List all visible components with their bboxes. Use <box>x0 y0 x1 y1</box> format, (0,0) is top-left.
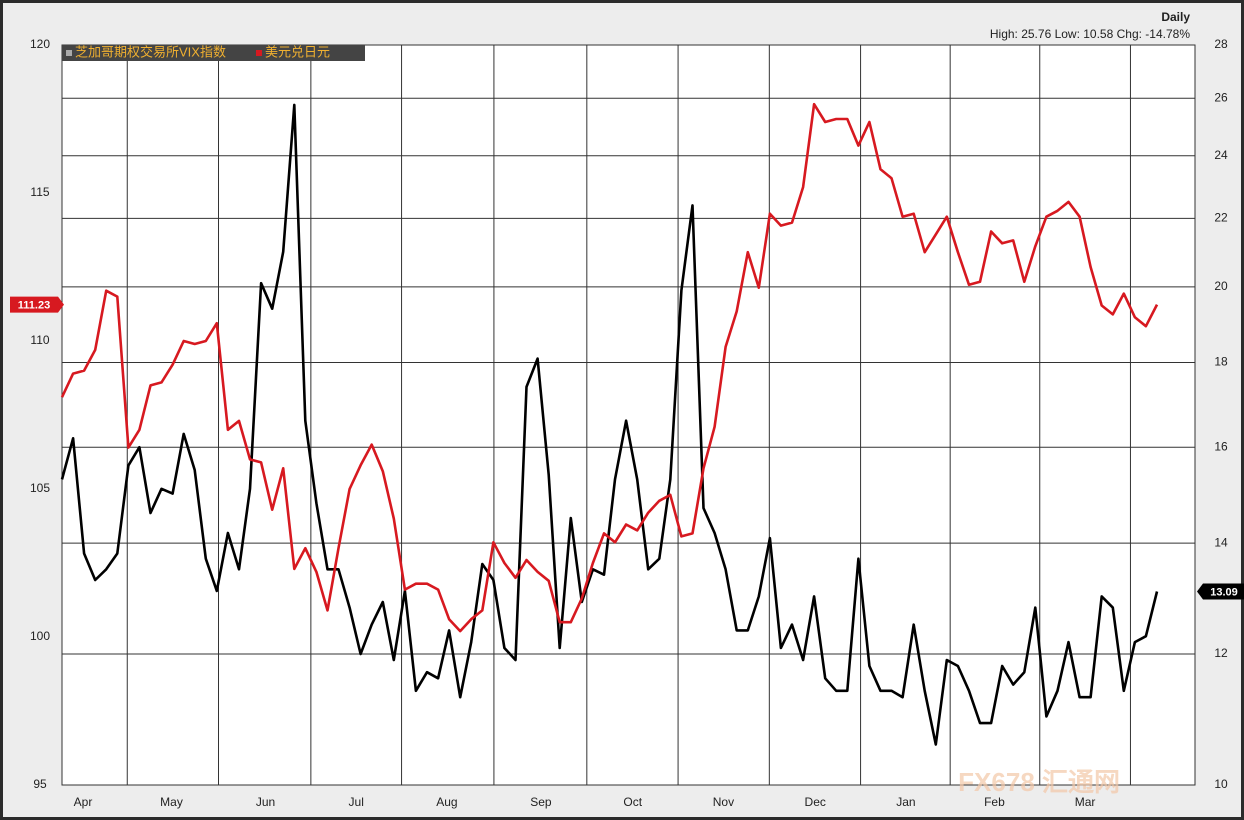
y-tick-label: 110 <box>30 333 49 347</box>
y2-tick-label: 28 <box>1214 37 1228 51</box>
x-tick-label: May <box>160 795 183 809</box>
legend-label: 芝加哥期权交易所VIX指数 <box>75 44 226 59</box>
x-tick-label: Jul <box>349 795 364 809</box>
x-tick-label: Feb <box>984 795 1005 809</box>
x-tick-label: Aug <box>436 795 457 809</box>
x-tick-label: Jan <box>896 795 915 809</box>
last-value: 111.23 <box>18 299 50 311</box>
y-tick-label: 95 <box>33 777 47 791</box>
watermark: FX678 汇通网 <box>958 767 1120 797</box>
y2-tick-label: 18 <box>1214 355 1228 369</box>
legend-label: 美元兑日元 <box>265 44 330 59</box>
x-tick-label: Sep <box>530 795 552 809</box>
tag-shape <box>1197 583 1244 600</box>
x-tick-label: Nov <box>713 795 734 809</box>
x-tick-label: Oct <box>623 795 642 809</box>
frequency: Daily <box>1161 10 1190 24</box>
y-tick-label: 105 <box>30 481 50 495</box>
series-line <box>60 103 1159 746</box>
legend-bg <box>62 45 365 61</box>
x-tick-label: Dec <box>805 795 826 809</box>
last-value: 13.09 <box>1210 586 1238 598</box>
last-value-tag: 111.23 <box>10 296 64 313</box>
legend: 芝加哥期权交易所VIX指数 美元兑日元 <box>62 44 365 61</box>
legend-swatch <box>66 50 72 56</box>
y2-tick-label: 20 <box>1214 279 1228 293</box>
legend-swatch <box>255 50 262 56</box>
y2-tick-label: 14 <box>1214 535 1228 549</box>
y2-tick-label: 16 <box>1214 439 1228 453</box>
series-line <box>60 102 1159 633</box>
y-tick-label: 115 <box>30 185 49 199</box>
y2-tick-label: 24 <box>1214 148 1228 162</box>
y-tick-label: 120 <box>30 37 50 51</box>
x-tick-label: Apr <box>74 795 93 809</box>
x-tick-label: Jun <box>256 795 275 809</box>
last-value-tag: 13.09 <box>1197 583 1244 600</box>
y2-tick-label: 10 <box>1214 777 1228 791</box>
y2-tick-label: 26 <box>1214 90 1228 104</box>
y2-tick-label: 22 <box>1214 210 1228 224</box>
y2-tick-label: 12 <box>1214 646 1228 660</box>
stats: High: 25.76 Low: 10.58 Chg: -14.78% <box>990 27 1190 41</box>
y-tick-label: 100 <box>30 629 50 643</box>
tag-shape <box>10 296 64 313</box>
x-tick-label: Mar <box>1075 795 1096 809</box>
plot-area <box>61 44 1196 786</box>
